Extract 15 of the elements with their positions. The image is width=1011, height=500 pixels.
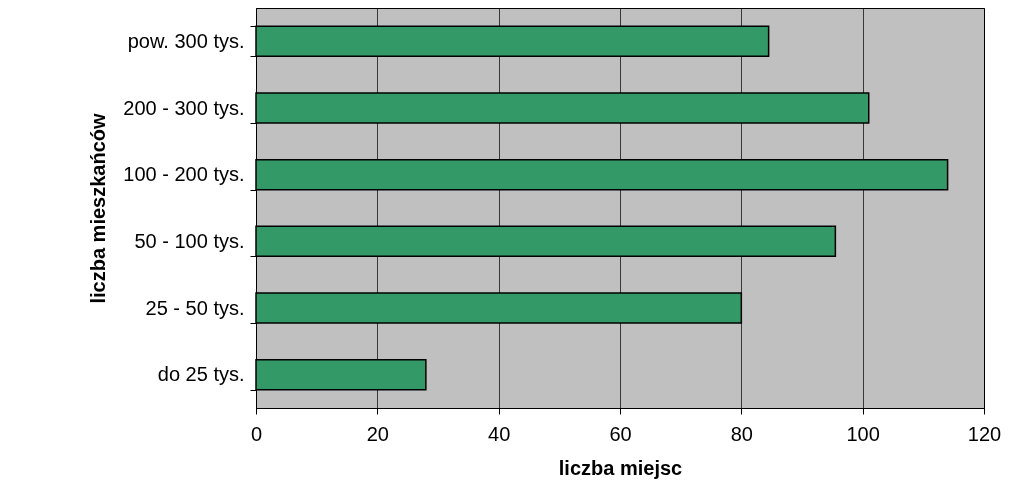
x-tick-label: 80: [730, 422, 753, 445]
y-tick-label: 100 - 200 tys.: [123, 163, 245, 186]
x-tick-label: 120: [967, 422, 1002, 445]
y-tick-label: 25 - 50 tys.: [145, 296, 245, 319]
x-axis-title: liczba miejsc: [558, 456, 683, 479]
y-axis-title: liczba mieszkańców: [87, 113, 110, 304]
y-tick-label: pow. 300 tys.: [127, 29, 245, 52]
y-tick-label: do 25 tys.: [157, 363, 245, 386]
y-tick-label: 50 - 100 tys.: [134, 229, 245, 252]
x-tick-label: 100: [846, 422, 880, 445]
x-tick-label: 60: [609, 422, 632, 445]
x-tick-label: 40: [488, 422, 511, 445]
x-tick-label: 20: [366, 422, 389, 445]
y-tick-label: 200 - 300 tys.: [123, 96, 245, 119]
x-tick-label: 0: [250, 422, 263, 445]
